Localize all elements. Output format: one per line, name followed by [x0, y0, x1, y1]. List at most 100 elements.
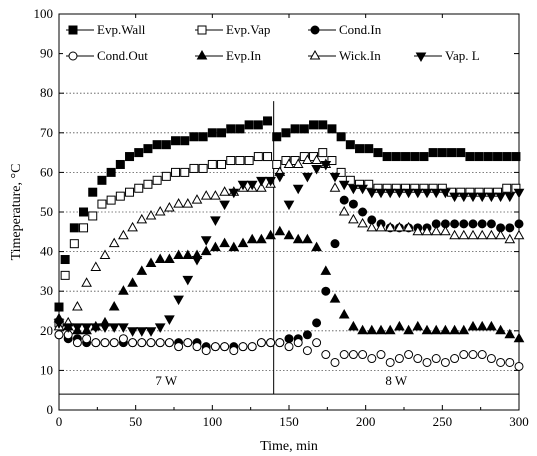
data-point — [477, 350, 487, 360]
data-point — [505, 223, 515, 233]
legend-item: Evp.Wall — [66, 22, 146, 37]
data-point — [514, 219, 524, 229]
y-tick-label: 50 — [40, 204, 53, 219]
data-point — [504, 328, 516, 339]
data-point — [164, 202, 175, 212]
data-point — [467, 229, 479, 240]
data-point — [274, 225, 286, 236]
data-point — [458, 192, 470, 203]
data-point — [164, 253, 175, 264]
data-point — [376, 350, 386, 360]
data-point — [79, 207, 89, 217]
data-point — [161, 140, 171, 150]
data-point — [134, 183, 144, 193]
tick-labels: 0 50 100 150 200 250 300 0 10 20 30 40 50 60 70 80 90 100 — [34, 6, 529, 429]
data-point — [486, 219, 496, 229]
x-tick-label: 0 — [56, 414, 63, 429]
data-point — [154, 253, 166, 264]
data-point — [88, 187, 98, 197]
legend-label: Cond.Out — [97, 48, 148, 63]
data-point — [338, 205, 350, 216]
data-point — [345, 140, 355, 150]
legend: Evp.Wall Evp.Vap Cond.In Cond.Out Evp.In Wick… — [63, 18, 514, 70]
data-point — [437, 148, 447, 158]
data-point — [283, 200, 295, 211]
data-point — [327, 156, 337, 166]
data-point — [106, 167, 116, 177]
data-point — [72, 323, 83, 333]
data-point — [244, 120, 254, 130]
data-point — [200, 190, 212, 200]
y-tick-label: 30 — [40, 283, 53, 298]
data-point — [312, 318, 322, 328]
data-point — [421, 324, 433, 335]
data-point — [456, 148, 466, 158]
data-point — [246, 180, 258, 191]
data-point — [449, 229, 460, 240]
data-point — [483, 152, 493, 162]
data-point — [394, 188, 405, 199]
data-point — [200, 245, 212, 256]
data-point — [428, 148, 438, 158]
data-point — [345, 175, 355, 185]
legend-label: Wick.In — [339, 48, 381, 63]
data-point — [358, 350, 368, 360]
data-point — [284, 342, 294, 352]
y-tick-label: 10 — [40, 362, 53, 377]
data-point — [373, 148, 383, 158]
data-point — [100, 338, 110, 348]
data-point — [191, 194, 203, 204]
data-point — [256, 176, 267, 187]
data-point — [118, 285, 129, 295]
data-point — [272, 132, 282, 142]
data-point — [474, 152, 484, 162]
legend-background — [63, 18, 514, 70]
data-point — [281, 128, 291, 138]
data-point — [152, 140, 162, 150]
data-point — [125, 152, 135, 162]
data-point — [198, 163, 208, 173]
data-point — [54, 330, 64, 340]
data-point — [220, 342, 230, 352]
data-point — [366, 324, 378, 335]
data-point — [226, 124, 236, 134]
data-point — [72, 338, 82, 348]
data-point — [189, 132, 199, 142]
data-point — [391, 152, 401, 162]
data-point — [171, 136, 181, 146]
data-point — [88, 211, 98, 221]
data-point — [161, 171, 171, 181]
data-point — [219, 200, 230, 211]
data-point — [504, 192, 516, 203]
data-point — [283, 158, 295, 168]
data-point — [431, 354, 441, 364]
data-point — [450, 219, 460, 229]
legend-item: Wick.In — [308, 48, 381, 63]
data-point — [384, 324, 396, 335]
data-point — [274, 172, 286, 183]
data-point — [173, 249, 184, 260]
data-point — [339, 195, 349, 205]
data-point — [413, 354, 423, 364]
legend-item: Vap. L — [414, 48, 480, 63]
data-point — [375, 324, 387, 335]
data-point — [106, 195, 116, 205]
data-point — [476, 192, 488, 203]
data-point — [155, 338, 165, 348]
data-point — [228, 241, 240, 252]
data-point — [477, 219, 487, 229]
data-point — [336, 167, 346, 177]
data-point — [299, 124, 309, 134]
data-point — [486, 320, 497, 331]
data-point — [191, 256, 203, 266]
data-point — [284, 334, 294, 344]
data-point — [143, 179, 153, 189]
y-tick-label: 70 — [40, 125, 53, 140]
data-point — [382, 152, 392, 162]
data-point — [320, 160, 332, 171]
data-point — [486, 354, 496, 364]
data-point — [164, 338, 174, 348]
data-point — [247, 342, 257, 352]
data-point — [210, 216, 221, 226]
data-point — [81, 277, 92, 287]
